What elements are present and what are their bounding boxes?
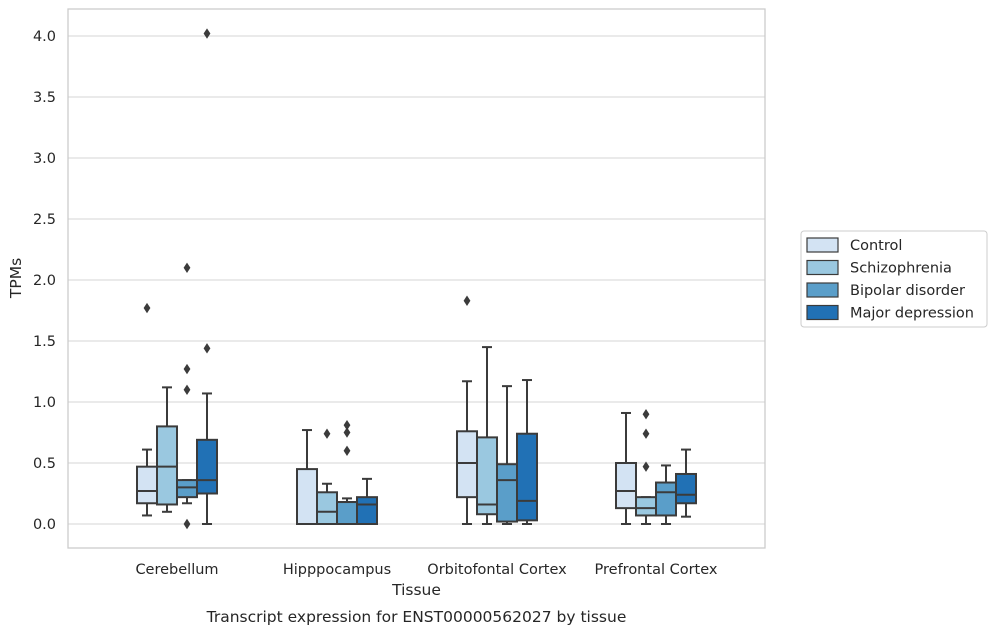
grid-lines [68,35,765,525]
y-tick-label: 2.0 [33,273,56,289]
legend-swatch [806,282,839,298]
x-axis-ticks: Cerebellum Hipppocampus Orbitofontal Corte… [135,562,717,578]
y-axis-ticks: 0.0 0.5 1.0 1.5 2.0 2.5 3.0 3.5 4.0 [33,29,56,533]
box-major-depression [356,477,378,526]
outlier-point [642,428,650,439]
x-axis-label: Tissue [391,581,441,599]
chart-caption: Transcript expression for ENST0000056202… [206,608,627,626]
x-tick-label: Hipppocampus [283,562,391,578]
box-rect [156,425,178,506]
box-schizophrenia [476,346,498,525]
box-control [136,448,158,517]
box-control [456,380,478,525]
y-tick-label: 1.0 [33,395,56,411]
legend-label: Control [850,238,902,254]
box-schizophrenia [635,496,657,525]
outlier-point [343,419,351,431]
y-tick-label: 3.5 [33,90,56,106]
box-rect [336,501,358,526]
legend-swatch [806,259,839,276]
box-rect [496,463,518,523]
box-rect [136,465,158,505]
legend-swatch [806,304,839,321]
box-rect [196,438,218,495]
outlier-point [463,295,471,306]
box-rect [316,491,338,525]
legend-label: Major depression [850,306,974,322]
x-tick-label: Orbitofontal Cortex [427,562,567,578]
outlier-point [343,427,351,438]
box-bipolar-disorder [496,385,518,525]
outlier-point [183,363,191,375]
outlier-point [183,518,191,530]
outlier-point [183,384,191,395]
outlier-point [183,262,191,273]
box-rect [296,468,318,526]
box-bipolar-disorder [336,497,358,526]
box-schizophrenia [316,482,338,525]
outlier-point [323,428,331,439]
box-major-depression [196,392,218,525]
y-tick-label: 4.0 [33,29,56,45]
box-schizophrenia [156,386,178,513]
box-major-depression [516,379,538,525]
y-tick-label: 2.5 [33,212,56,228]
outlier-point [143,302,151,314]
box-bipolar-disorder [655,464,677,525]
box-control [296,429,318,526]
y-axis-label: TPMs [7,258,25,299]
legend-swatch [806,237,839,253]
box-major-depression [675,448,697,518]
box-rect [476,436,498,516]
outlier-point [203,343,211,354]
outliers [143,28,650,530]
y-tick-label: 0.5 [33,456,56,472]
outlier-point [642,409,650,420]
box-control [615,411,637,525]
y-tick-label: 1.5 [33,334,56,350]
outlier-point [642,461,650,472]
outlier-point [203,28,211,39]
x-tick-label: Prefrontal Cortex [595,562,718,578]
box-bipolar-disorder [176,479,198,505]
box-rect [615,462,637,510]
box-rect [675,472,697,505]
legend-frame [800,230,988,328]
box-rect [176,479,198,499]
y-tick-label: 0.0 [33,517,56,533]
box-rect [655,481,677,517]
legend-label: Schizophrenia [850,261,952,277]
box-rect [456,430,478,499]
legend: Control Schizophrenia Bipolar disorder Majo… [800,230,988,328]
outlier-point [343,445,351,456]
plot-area-frame [67,8,766,549]
x-tick-label: Cerebellum [135,562,218,578]
legend-label: Bipolar disorder [850,283,965,299]
box-rect [356,496,378,526]
y-tick-label: 3.0 [33,151,56,167]
legend-entries: Control Schizophrenia Bipolar disorder Majo… [806,237,974,322]
box-rect [635,496,657,517]
box-rect [516,432,538,522]
boxes [136,346,697,526]
